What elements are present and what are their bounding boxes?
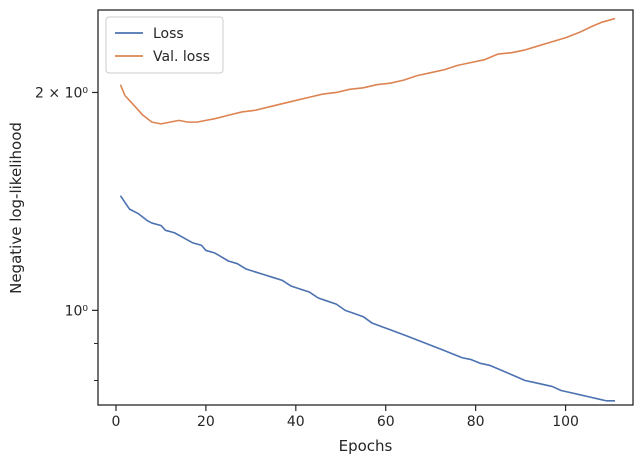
series-line-val-loss [119,17,616,125]
series-line-loss [119,195,616,402]
x-axis-label: Epochs [339,437,393,455]
x-tick-label: 20 [197,414,215,430]
x-tick-label: 40 [287,414,305,430]
x-tick-label: 60 [377,414,395,430]
y-tick-label: 2 × 10⁰ [35,85,88,101]
legend-label: Val. loss [153,49,210,65]
axes-layer: 0 20 40 60 80 100 10⁰ 2 × 10⁰ [35,9,634,430]
x-tick-label: 100 [552,414,579,430]
y-tick-label: 10⁰ [65,303,89,319]
legend-label: Loss [153,26,184,42]
plot-frame [97,9,634,406]
x-tick-label: 0 [112,414,121,430]
x-tick-label: 80 [467,414,485,430]
series-layer [119,17,616,402]
y-axis-label: Negative log-likelihood [7,122,25,294]
legend-box [105,16,224,74]
legend: Loss Val. loss [105,16,224,74]
